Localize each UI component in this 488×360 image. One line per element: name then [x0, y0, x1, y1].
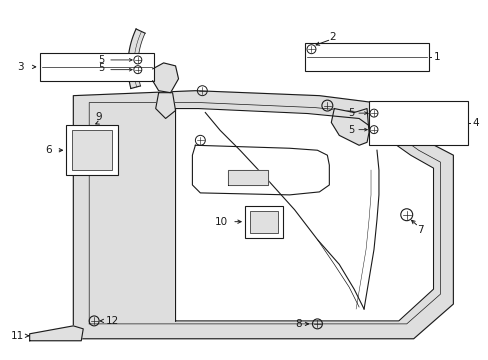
- Text: 5: 5: [98, 55, 104, 65]
- Text: 1: 1: [433, 52, 439, 62]
- Polygon shape: [331, 109, 368, 145]
- FancyBboxPatch shape: [304, 43, 427, 71]
- Text: 3: 3: [17, 62, 24, 72]
- Text: 7: 7: [416, 225, 423, 235]
- Text: 9: 9: [96, 112, 102, 122]
- Polygon shape: [228, 170, 267, 185]
- FancyBboxPatch shape: [249, 211, 277, 233]
- Text: 6: 6: [45, 145, 51, 155]
- Text: 5: 5: [98, 63, 104, 73]
- Text: 10: 10: [215, 217, 228, 227]
- Text: 2: 2: [328, 32, 335, 42]
- FancyBboxPatch shape: [72, 130, 112, 170]
- Polygon shape: [73, 91, 452, 339]
- Polygon shape: [128, 29, 145, 89]
- Text: 8: 8: [294, 319, 301, 329]
- FancyBboxPatch shape: [40, 53, 153, 81]
- FancyBboxPatch shape: [368, 100, 468, 145]
- Polygon shape: [155, 93, 175, 118]
- Text: 12: 12: [106, 316, 119, 326]
- Text: 4: 4: [471, 118, 478, 128]
- Text: 5: 5: [347, 108, 353, 118]
- Polygon shape: [30, 326, 83, 341]
- Text: 5: 5: [347, 125, 353, 135]
- FancyBboxPatch shape: [66, 125, 118, 175]
- Polygon shape: [175, 109, 433, 321]
- Polygon shape: [192, 145, 328, 195]
- Polygon shape: [152, 63, 178, 93]
- Text: 11: 11: [10, 331, 24, 341]
- FancyBboxPatch shape: [244, 206, 282, 238]
